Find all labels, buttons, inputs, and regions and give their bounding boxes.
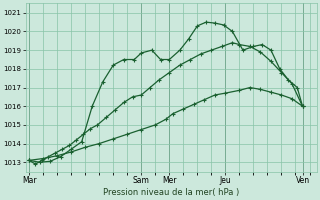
X-axis label: Pression niveau de la mer( hPa ): Pression niveau de la mer( hPa ): [103, 188, 239, 197]
